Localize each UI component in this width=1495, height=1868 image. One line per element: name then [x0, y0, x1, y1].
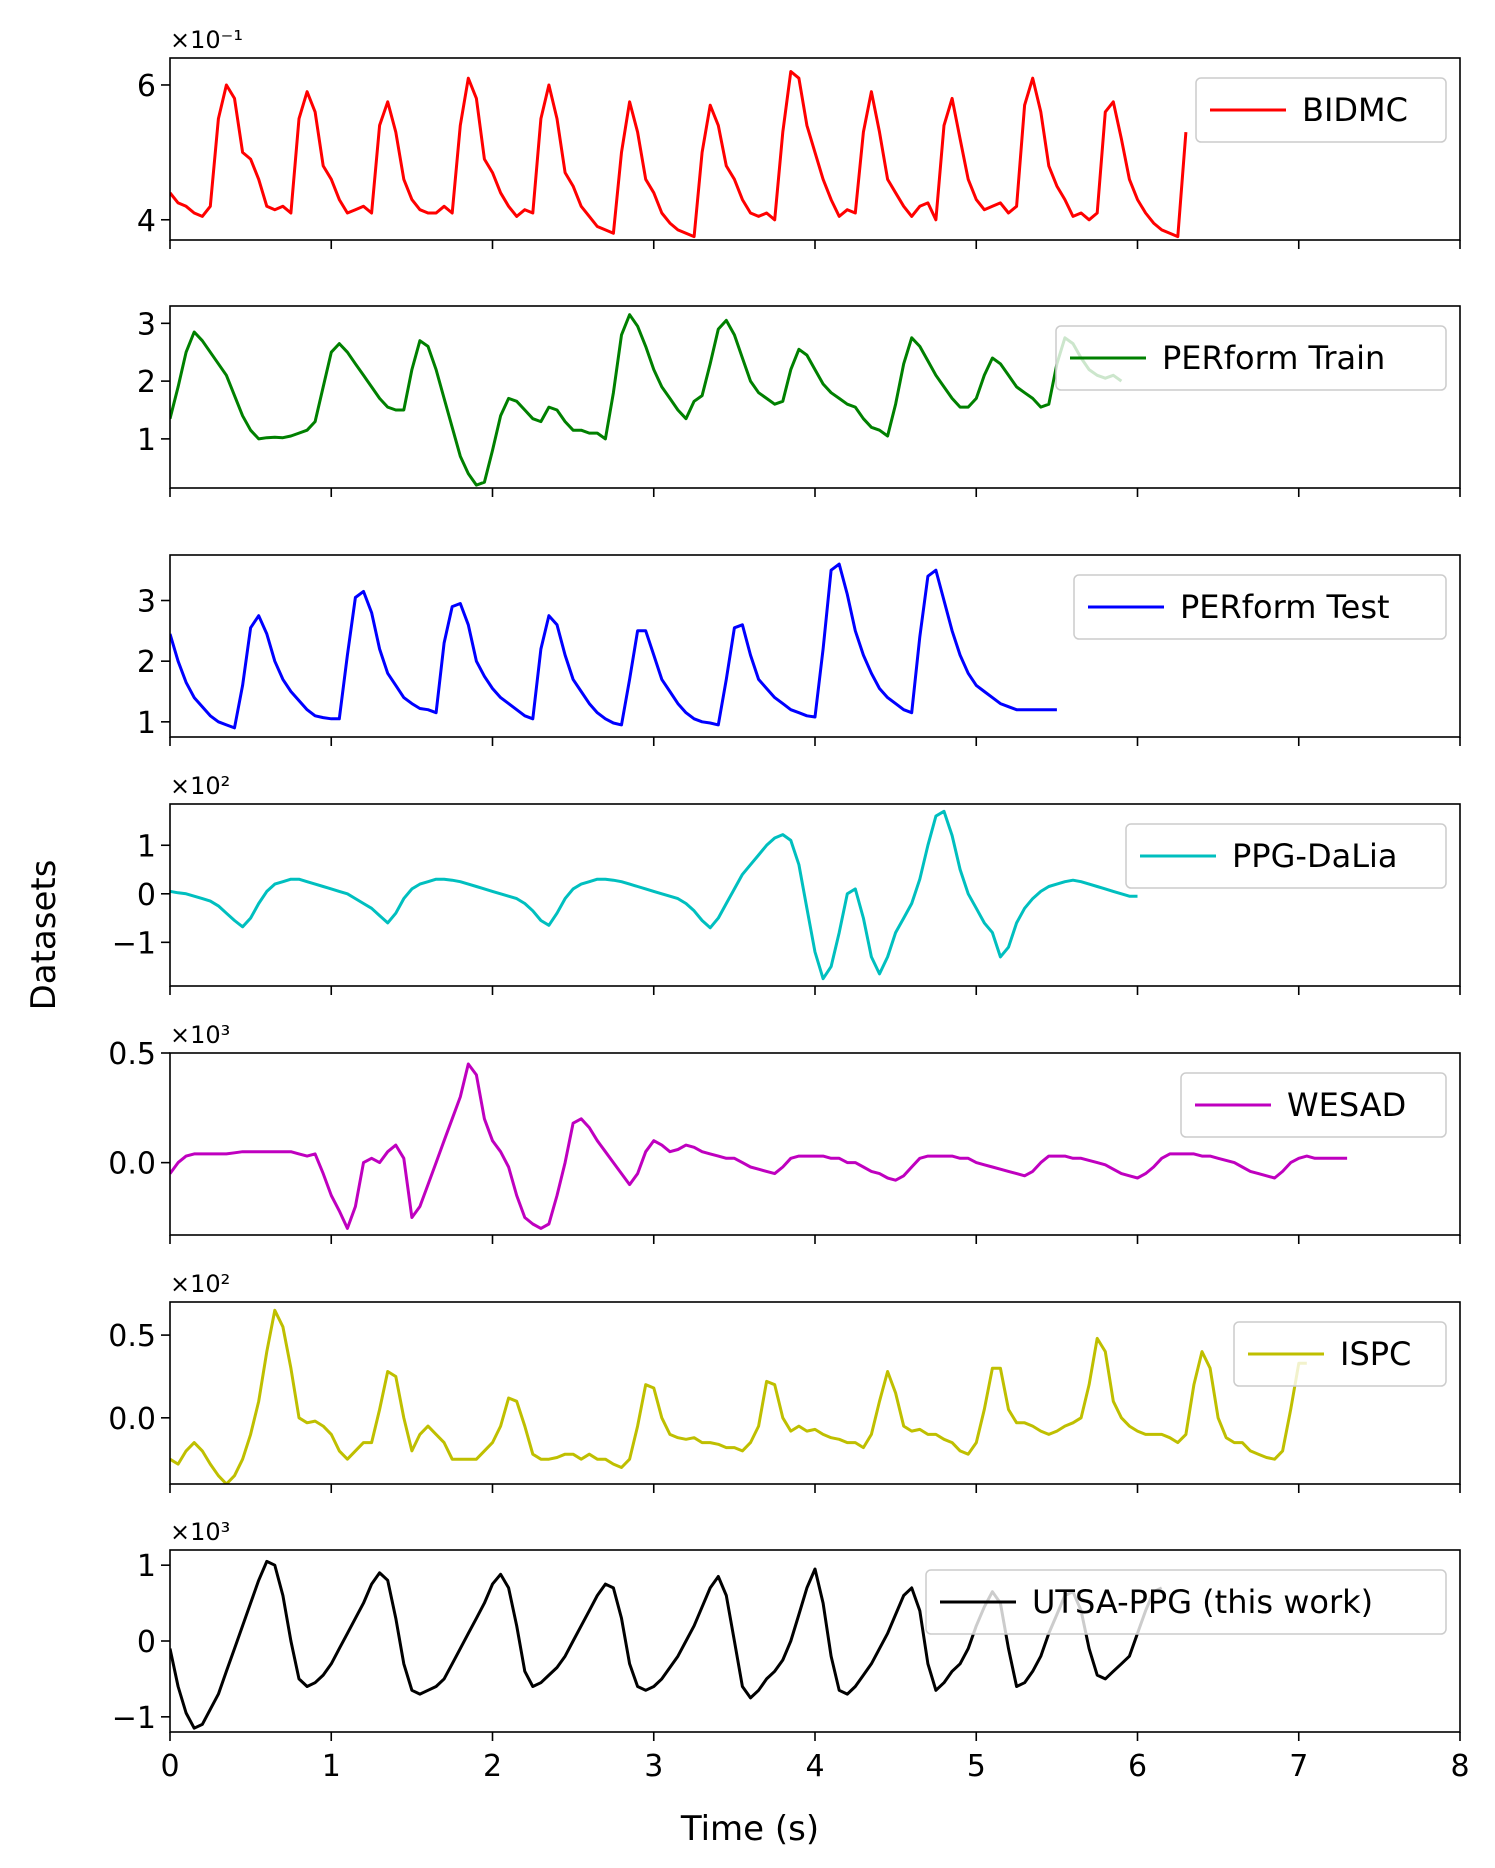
- y-tick-label: 0: [137, 1625, 156, 1660]
- legend-label: UTSA-PPG (this work): [1032, 1583, 1373, 1621]
- x-tick-label: 2: [483, 1749, 502, 1784]
- series-line-wesad: [170, 1062, 1348, 1230]
- y-tick-label: 2: [137, 365, 156, 400]
- legend: BIDMC: [1195, 77, 1447, 143]
- legend-frame: [1233, 1321, 1447, 1387]
- x-tick-label: 5: [967, 1749, 986, 1784]
- y-tick-label: 1: [137, 829, 156, 864]
- legend-frame: [925, 1569, 1447, 1635]
- legend: ISPC: [1233, 1321, 1447, 1387]
- legend: PPG-DaLia: [1125, 823, 1447, 889]
- panel-bidmc: 4 6 ×10⁻¹ BIDMC: [137, 26, 1461, 249]
- series-line-bidmc: [170, 70, 1188, 239]
- y-tick-label: 6: [137, 69, 156, 104]
- legend-frame: [1055, 325, 1447, 391]
- x-tick-label: 0: [160, 1749, 179, 1784]
- y-tick-label: 3: [137, 307, 156, 342]
- legend: PERform Train: [1055, 325, 1447, 391]
- legend-label: BIDMC: [1302, 91, 1408, 129]
- x-axis-label: Time (s): [680, 1809, 819, 1849]
- legend: WESAD: [1180, 1072, 1447, 1138]
- panel-utsa-ppg-this-work: 1 0 −1 ×10³ UTSA-PPG (this work): [112, 1518, 1461, 1741]
- y-tick-label: −1: [112, 926, 156, 961]
- legend-frame: [1073, 574, 1447, 640]
- y-tick-label: 1: [137, 423, 156, 458]
- panel-ispc: 0.5 0.0 ×10² ISPC: [108, 1270, 1461, 1493]
- legend-label: PPG-DaLia: [1232, 837, 1398, 875]
- legend-frame: [1180, 1072, 1447, 1138]
- offset-multiplier-label: ×10³: [170, 1518, 230, 1546]
- y-tick-label: 4: [137, 204, 156, 239]
- y-tick-label: 1: [137, 1549, 156, 1584]
- legend-frame: [1125, 823, 1447, 889]
- y-axis-label: Datasets: [24, 860, 64, 1011]
- y-tick-label: −1: [112, 1701, 156, 1736]
- x-tick-label: 1: [322, 1749, 341, 1784]
- y-tick-label: 0: [137, 878, 156, 913]
- legend-label: PERform Test: [1180, 588, 1390, 626]
- y-tick-label: 3: [137, 585, 156, 620]
- y-tick-label: 0.5: [108, 1319, 156, 1354]
- y-tick-label: 2: [137, 645, 156, 680]
- panel-wesad: 0.5 0.0 ×10³ WESAD: [108, 1021, 1461, 1244]
- x-axis: 0 1 2 3 4 5 6 7 8: [160, 1749, 1469, 1784]
- legend: UTSA-PPG (this work): [925, 1569, 1447, 1635]
- offset-multiplier-label: ×10⁻¹: [170, 26, 243, 54]
- panel-ppg-dalia: 1 0 −1 ×10² PPG-DaLia: [112, 772, 1461, 995]
- legend-label: WESAD: [1287, 1086, 1406, 1124]
- x-tick-label: 8: [1450, 1749, 1469, 1784]
- x-tick-label: 3: [644, 1749, 663, 1784]
- series-line-perform-train: [170, 313, 1123, 487]
- subplot-panels: 4 6 ×10⁻¹ BIDMC 1 2 3 PERform Train 1 2 3 PERform T…: [108, 26, 1461, 1741]
- legend: PERform Test: [1073, 574, 1447, 640]
- series-line-ppg-dalia: [170, 809, 1138, 981]
- y-tick-label: 1: [137, 706, 156, 741]
- offset-multiplier-label: ×10²: [170, 1270, 230, 1298]
- legend-label: PERform Train: [1162, 339, 1385, 377]
- legend-frame: [1195, 77, 1447, 143]
- panel-perform-train: 1 2 3 PERform Train: [137, 305, 1461, 497]
- y-tick-label: 0.0: [108, 1147, 156, 1182]
- y-tick-label: 0.0: [108, 1402, 156, 1437]
- panel-perform-test: 1 2 3 PERform Test: [137, 554, 1461, 746]
- x-tick-label: 7: [1289, 1749, 1308, 1784]
- x-tick-label: 6: [1128, 1749, 1147, 1784]
- offset-multiplier-label: ×10³: [170, 1021, 230, 1049]
- legend-label: ISPC: [1340, 1335, 1411, 1373]
- series-line-perform-test: [170, 562, 1057, 730]
- series-line-ispc: [170, 1308, 1307, 1484]
- x-tick-label: 4: [805, 1749, 824, 1784]
- y-tick-label: 0.5: [108, 1037, 156, 1072]
- offset-multiplier-label: ×10²: [170, 772, 230, 800]
